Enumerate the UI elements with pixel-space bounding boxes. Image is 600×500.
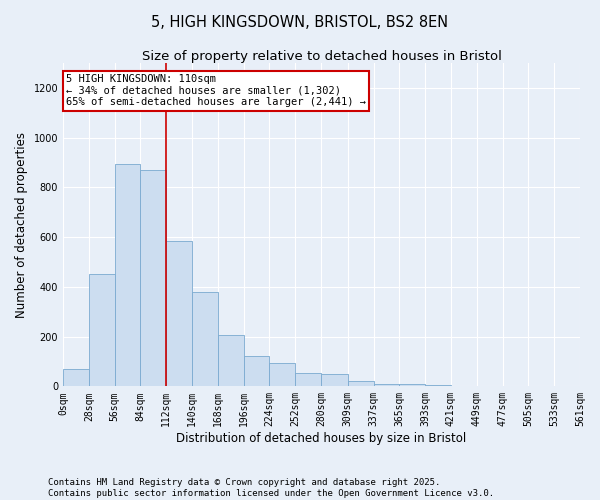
Bar: [166, 241, 192, 386]
Bar: [348, 382, 374, 386]
X-axis label: Distribution of detached houses by size in Bristol: Distribution of detached houses by size …: [176, 432, 467, 445]
Bar: [269, 362, 295, 386]
Y-axis label: Number of detached properties: Number of detached properties: [15, 132, 28, 318]
Bar: [192, 292, 218, 386]
Bar: [425, 385, 451, 386]
Bar: [140, 170, 166, 386]
Title: Size of property relative to detached houses in Bristol: Size of property relative to detached ho…: [142, 50, 502, 63]
Text: 5, HIGH KINGSDOWN, BRISTOL, BS2 8EN: 5, HIGH KINGSDOWN, BRISTOL, BS2 8EN: [151, 15, 449, 30]
Bar: [115, 164, 140, 386]
Text: Contains HM Land Registry data © Crown copyright and database right 2025.
Contai: Contains HM Land Registry data © Crown c…: [48, 478, 494, 498]
Bar: [218, 336, 244, 386]
Bar: [244, 356, 269, 386]
Bar: [321, 374, 348, 386]
Bar: [295, 372, 321, 386]
Bar: [89, 274, 115, 386]
Bar: [374, 384, 400, 386]
Text: 5 HIGH KINGSDOWN: 110sqm
← 34% of detached houses are smaller (1,302)
65% of sem: 5 HIGH KINGSDOWN: 110sqm ← 34% of detach…: [66, 74, 366, 108]
Bar: [400, 384, 425, 386]
Bar: [63, 369, 89, 386]
